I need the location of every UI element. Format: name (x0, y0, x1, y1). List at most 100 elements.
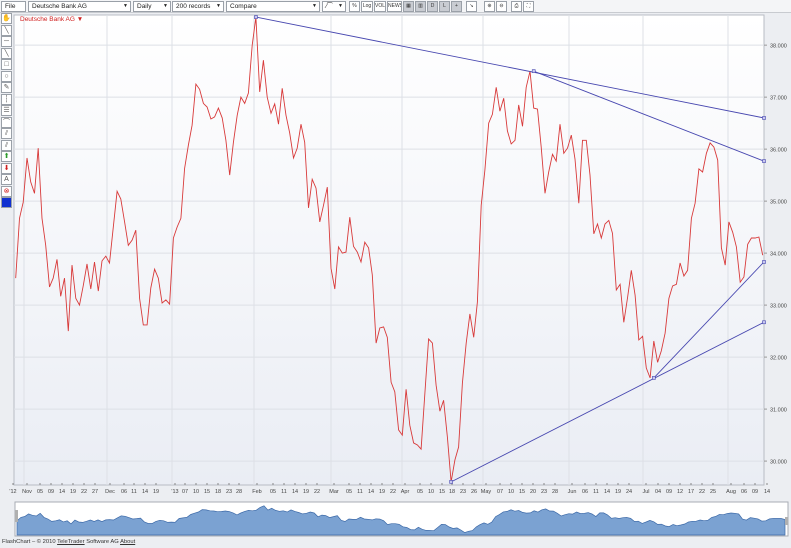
navigator-right-handle[interactable] (785, 517, 788, 525)
interval-value: Daily (137, 3, 152, 10)
trend-button[interactable]: ↘ (466, 1, 477, 12)
copyright-text: FlashChart – © 2010 (2, 539, 56, 545)
x-tick-label: 15 (519, 489, 525, 495)
x-tick-label: 23 (226, 489, 232, 495)
crosshair-button[interactable]: + (451, 1, 462, 12)
x-tick-label: 18 (449, 489, 455, 495)
x-tick-label: 26 (471, 489, 477, 495)
grid-button[interactable]: ▦ (403, 1, 414, 12)
buy-arrow-icon[interactable]: ⬆ (1, 151, 12, 162)
vertical-lines-icon[interactable]: ┆ (1, 93, 12, 105)
x-tick-label: 27 (92, 489, 98, 495)
x-tick-label: 22 (699, 489, 705, 495)
trendline-handle (652, 376, 656, 380)
volume-button[interactable]: VOL (374, 1, 386, 12)
chevron-down-icon: ▼ (123, 3, 128, 9)
x-tick-label: 11 (281, 489, 287, 495)
zoom-out-button[interactable]: ⊖ (496, 1, 507, 12)
y-tick-label: 37.000 (770, 96, 787, 102)
trendline-handle (762, 320, 766, 325)
d-button[interactable]: D (427, 1, 438, 12)
horizontal-line-icon[interactable]: ─ (1, 36, 12, 47)
log-button[interactable]: Log (361, 1, 373, 12)
file-menu[interactable]: File (1, 1, 26, 12)
x-tick-label: 10 (508, 489, 514, 495)
legend-dropdown-icon[interactable]: ▼ (76, 16, 84, 23)
bars-button[interactable]: ▥ (415, 1, 426, 12)
l-button[interactable]: L (439, 1, 450, 12)
interval-select[interactable]: Daily ▼ (133, 1, 171, 12)
chevron-down-icon: ▼ (338, 3, 343, 9)
x-tick-label: 14 (142, 489, 148, 495)
percent-button[interactable]: % (349, 1, 360, 12)
legend[interactable]: Deutsche Bank AG ▼ (20, 16, 83, 23)
delete-icon[interactable]: ⊗ (1, 185, 12, 197)
y-tick-label: 35.000 (770, 200, 787, 206)
x-tick-label: 06 (121, 489, 127, 495)
x-tick-label: 15 (204, 489, 210, 495)
x-tick-label: 15 (439, 489, 445, 495)
trendline-handle (449, 480, 453, 484)
print-button[interactable]: ⎙ (511, 1, 522, 12)
company-suffix: Software AG (86, 539, 119, 545)
records-select[interactable]: 200 records ▼ (172, 1, 224, 12)
instrument-value: Deutsche Bank AG (32, 3, 87, 10)
zoom-in-button[interactable]: ⊕ (484, 1, 495, 12)
hand-icon[interactable]: ✋ (1, 13, 12, 24)
x-tick-label: 06 (741, 489, 747, 495)
price-line (15, 17, 764, 482)
horizontal-lines-icon[interactable]: ☰ (1, 105, 12, 116)
fullscreen-button[interactable]: ⛶ (523, 1, 534, 12)
x-tick-label: Apr (401, 489, 410, 495)
y-tick-label: 34.000 (770, 252, 787, 258)
circle-icon[interactable]: ○ (1, 70, 12, 82)
x-tick-label: '13 (171, 489, 178, 495)
navigator-left-handle[interactable] (15, 510, 18, 522)
trend-line-icon[interactable]: ╲ (1, 47, 12, 59)
y-tick-label: 33.000 (770, 304, 787, 310)
x-tick-label: 19 (379, 489, 385, 495)
news-button[interactable]: NEWS (387, 1, 402, 12)
x-tick-label: Jul (642, 489, 649, 495)
x-tick-label: 05 (346, 489, 352, 495)
trendline (255, 16, 765, 119)
pen-icon[interactable]: ✎ (1, 82, 12, 93)
x-tick-label: Aug (726, 489, 736, 495)
x-tick-label: 09 (752, 489, 758, 495)
x-tick-label: 19 (615, 489, 621, 495)
rectangle-icon[interactable]: □ (1, 59, 12, 70)
x-tick-label: 24 (626, 489, 632, 495)
footer: FlashChart – © 2010 TeleTrader Software … (2, 539, 135, 545)
x-tick-label: 06 (582, 489, 588, 495)
chart-type-select[interactable]: ⁄⁀ ▼ (322, 1, 346, 12)
x-tick-label: 10 (193, 489, 199, 495)
color-icon[interactable] (1, 197, 12, 208)
parallel-channel-icon[interactable]: ⫽ (1, 128, 12, 139)
about-link[interactable]: About (120, 539, 136, 545)
company-link[interactable]: TeleTrader (57, 539, 85, 545)
sell-arrow-icon[interactable]: ⬇ (1, 162, 12, 174)
diagonal-line-icon[interactable]: ╲ (1, 24, 12, 36)
x-tick-label: 07 (182, 489, 188, 495)
x-tick-label: 20 (530, 489, 536, 495)
plot-area (13, 14, 765, 486)
line-chart-icon: ⁄⁀ (326, 3, 333, 10)
x-tick-label: '12 (9, 489, 16, 495)
x-tick-label: 10 (428, 489, 434, 495)
arc-icon[interactable]: ⌒ (1, 116, 12, 128)
file-label: File (5, 3, 16, 10)
x-tick-label: Feb (252, 489, 261, 495)
trendline-handle (762, 159, 766, 163)
drawing-tools: ✋ ╲ ─ ╲ □ ○ ✎ ┆ ☰ ⌒ ⫽ ⫽ ⬆ ⬇ A ⊗ (0, 13, 13, 213)
x-tick-label: 14 (59, 489, 65, 495)
chevron-down-icon: ▼ (312, 3, 317, 9)
y-tick-label: 38.000 (770, 44, 787, 50)
instrument-select[interactable]: Deutsche Bank AG ▼ (28, 1, 131, 12)
x-tick-label: 05 (417, 489, 423, 495)
text-icon[interactable]: A (1, 174, 12, 185)
trendline (450, 321, 765, 483)
compare-select[interactable]: Compare ▼ (226, 1, 320, 12)
fibonacci-icon[interactable]: ⫽ (1, 139, 12, 151)
legend-label: Deutsche Bank AG (20, 16, 75, 23)
